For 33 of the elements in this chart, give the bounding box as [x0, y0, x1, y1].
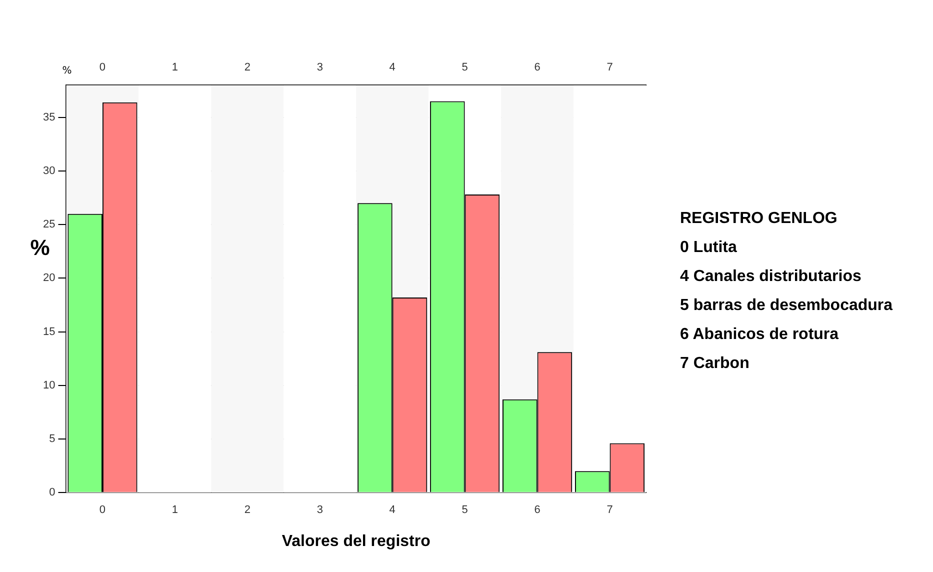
text: REGISTRO GENLOG: [680, 210, 838, 228]
y-tick-label: 25: [42, 218, 56, 231]
x-tick-label: 5: [462, 62, 468, 74]
y-axis-title: %: [30, 234, 50, 260]
category-label: 5: [462, 504, 468, 516]
x-tick-label: 2: [244, 62, 250, 74]
text: 6 Abanicos de rotura: [680, 326, 840, 344]
y-tick-label: 10: [42, 379, 56, 392]
category-label: 2: [244, 504, 250, 516]
x-axis-title: Valores del registro: [282, 532, 431, 550]
text: 0 Lutita: [680, 239, 738, 257]
x-tick-label: 6: [534, 62, 540, 74]
y-tick-label: 5: [49, 433, 56, 446]
category-label: 6: [534, 504, 540, 516]
text: 4 Canales distributarios: [680, 268, 862, 286]
y-tick-label: 20: [42, 272, 56, 284]
x-tick-label: 3: [316, 62, 323, 74]
x-tick-label: 1: [172, 62, 178, 74]
text: 7 Carbon: [680, 355, 750, 373]
category-label: 7: [606, 504, 613, 516]
y-tick-label: 15: [42, 326, 56, 338]
category-label: 0: [99, 504, 106, 516]
category-label: 4: [389, 504, 396, 516]
x-tick-label: 0: [99, 62, 106, 74]
y-tick-label: 35: [42, 111, 56, 124]
category-label: 1: [172, 504, 178, 516]
text: %: [62, 66, 72, 77]
y-tick-label: 0: [49, 486, 56, 499]
category-label: 3: [316, 504, 323, 516]
y-tick-label: 30: [42, 165, 56, 177]
text: 5 barras de desembocadura: [680, 297, 893, 315]
x-tick-label: 7: [606, 62, 613, 74]
x-tick-label: 4: [389, 62, 396, 74]
